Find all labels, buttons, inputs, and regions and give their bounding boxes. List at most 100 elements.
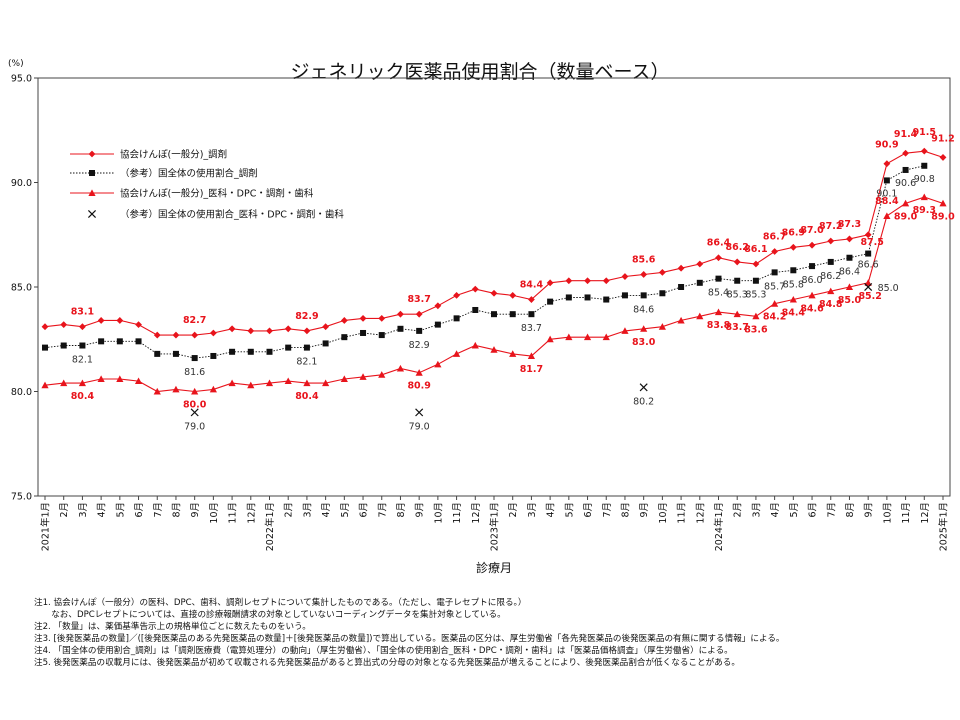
data-point [901, 199, 910, 207]
data-label: 81.6 [184, 367, 205, 378]
note-1-cont: なお、DPCレセプトについては、直接の診療報酬請求の対象としていないコーディング… [34, 610, 506, 620]
data-point [864, 231, 872, 239]
x-tick-label: 2024年1月 [713, 502, 725, 551]
data-point [883, 212, 891, 219]
data-point [490, 289, 498, 297]
data-point [360, 329, 367, 336]
data-point [845, 283, 854, 290]
data-point [808, 291, 816, 299]
data-label: 82.1 [72, 355, 93, 366]
data-point [397, 325, 404, 332]
data-label: 84.4 [520, 280, 544, 291]
data-label: 86.4 [839, 267, 860, 278]
data-point [322, 379, 330, 387]
data-point [60, 342, 67, 349]
x-tick-label: 8月 [396, 502, 407, 518]
x-tick-label: 9月 [190, 502, 201, 518]
data-point [284, 377, 292, 385]
legend-entry: （参考）国全体の使用割合_医科・DPC・調剤・歯科 [120, 209, 344, 221]
data-point [378, 332, 385, 339]
x-tick-label: 3月 [751, 502, 762, 518]
data-point [322, 340, 329, 347]
data-point [715, 254, 722, 262]
data-point [191, 387, 199, 395]
data-point [939, 154, 947, 161]
data-point [846, 235, 853, 243]
data-point [322, 323, 330, 331]
x-tick-label: 12月 [246, 502, 257, 524]
data-label: 87.3 [838, 219, 861, 230]
data-point [491, 311, 497, 318]
data-point [88, 189, 96, 196]
x-tick-label: 2月 [508, 502, 519, 518]
data-point [359, 314, 367, 322]
data-point [416, 327, 423, 334]
x-tick-label: 2021年1月 [40, 502, 52, 551]
data-point [640, 271, 648, 278]
data-label: 86.1 [744, 244, 767, 255]
data-label: 86.2 [820, 271, 841, 282]
data-label: 84.6 [633, 304, 654, 315]
data-point [921, 162, 928, 169]
data-label: 82.9 [409, 340, 430, 351]
data-label: 86.6 [858, 260, 879, 271]
x-tick-label: 5月 [564, 502, 575, 518]
data-point [303, 344, 310, 351]
data-label: 91.5 [913, 127, 936, 138]
data-point [939, 199, 947, 207]
data-point [640, 292, 647, 299]
chart-title: ジェネリック医薬品使用割合（数量ベース） [290, 61, 669, 83]
data-point [378, 371, 386, 378]
data-point [153, 387, 161, 395]
x-tick-label: 11月 [228, 502, 239, 524]
data-point [471, 285, 479, 293]
x-tick-label: 3月 [78, 502, 89, 518]
data-label: 85.4 [708, 288, 729, 299]
x-tick-label: 7月 [826, 502, 837, 518]
data-point [415, 408, 424, 417]
data-point [696, 260, 704, 268]
x-tick-label: 6月 [583, 502, 594, 518]
data-point [79, 342, 86, 349]
data-point [827, 287, 835, 295]
data-label: 82.7 [183, 315, 206, 326]
data-point [752, 277, 759, 284]
data-point [528, 296, 535, 303]
data-label: 86.2 [725, 242, 748, 253]
data-point [415, 369, 423, 376]
data-point [134, 377, 143, 385]
x-tick-label: 12月 [471, 502, 482, 524]
data-point [98, 338, 105, 345]
data-point [677, 316, 685, 324]
data-label: 85.3 [745, 290, 766, 301]
data-point [434, 360, 442, 368]
y-tick-label: 85.0 [11, 283, 32, 294]
data-point [865, 250, 872, 257]
x-tick-label: 10月 [433, 502, 444, 524]
data-point [453, 291, 460, 299]
data-point [209, 385, 217, 393]
x-tick-label: 7月 [377, 502, 388, 518]
x-tick-label: 4月 [546, 502, 557, 518]
data-point [602, 333, 610, 341]
data-point [658, 323, 666, 330]
data-label: 83.1 [71, 307, 94, 318]
data-label: 89.0 [931, 211, 955, 222]
data-label: 89.3 [913, 205, 936, 216]
data-point [228, 325, 236, 333]
data-point [678, 284, 685, 290]
x-tick-label: 3月 [527, 502, 538, 518]
x-tick-label: 10月 [209, 502, 220, 524]
data-label: 90.8 [914, 174, 935, 185]
data-point [153, 331, 161, 339]
data-label: 80.9 [407, 381, 430, 392]
x-tick-label: 2月 [284, 502, 295, 518]
data-point [640, 325, 648, 332]
x-tick-label: 2023年1月 [489, 502, 501, 551]
data-point [603, 296, 610, 303]
data-label: 89.0 [894, 211, 918, 222]
data-label: 86.9 [782, 227, 805, 238]
data-point [864, 282, 873, 292]
note-2: 注2. 「数量」は、薬価基準告示上の規格単位ごとに数えたものをいう。 [34, 622, 311, 632]
x-tick-label: 7月 [153, 502, 164, 518]
